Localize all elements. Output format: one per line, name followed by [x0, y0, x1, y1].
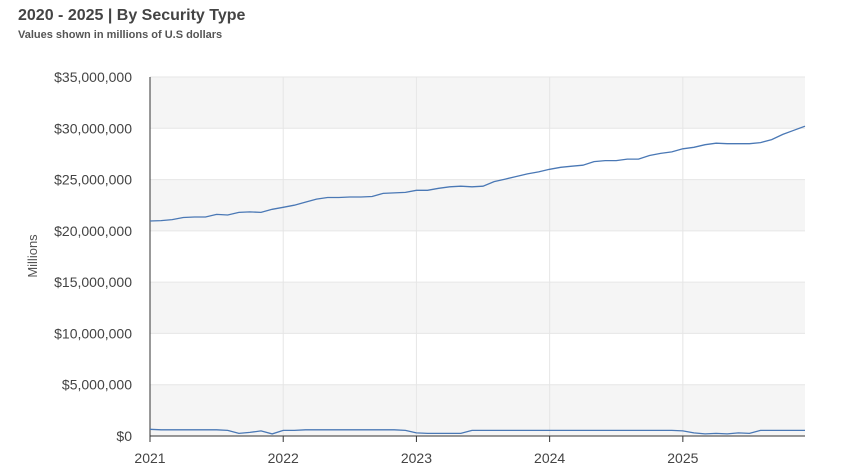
y-tick-label: $35,000,000 — [54, 69, 132, 85]
x-tick-label: 2025 — [667, 450, 698, 466]
grid-band — [150, 179, 805, 231]
y-tick-label: $0 — [116, 428, 132, 444]
x-tick-label: 2023 — [401, 450, 432, 466]
y-tick-label: $30,000,000 — [54, 120, 132, 136]
series-line — [149, 428, 805, 435]
y-tick-label: $15,000,000 — [54, 274, 132, 290]
y-axis-label: Millions — [25, 234, 40, 278]
y-tick-label: $10,000,000 — [54, 325, 132, 341]
series-line — [149, 125, 806, 222]
grid-band — [150, 77, 805, 129]
x-tick-label: 2021 — [134, 450, 165, 466]
x-tick-label: 2024 — [534, 450, 565, 466]
chart-title: 2020 - 2025 | By Security Type — [18, 7, 246, 24]
grid-band — [150, 282, 805, 334]
y-tick-label: $5,000,000 — [62, 377, 132, 393]
grid-band — [150, 384, 805, 436]
y-tick-label: $20,000,000 — [54, 223, 132, 239]
x-tick-label: 2022 — [268, 450, 299, 466]
chart-subtitle: Values shown in millions of U.S dollars — [18, 29, 222, 41]
y-tick-label: $25,000,000 — [54, 172, 132, 188]
